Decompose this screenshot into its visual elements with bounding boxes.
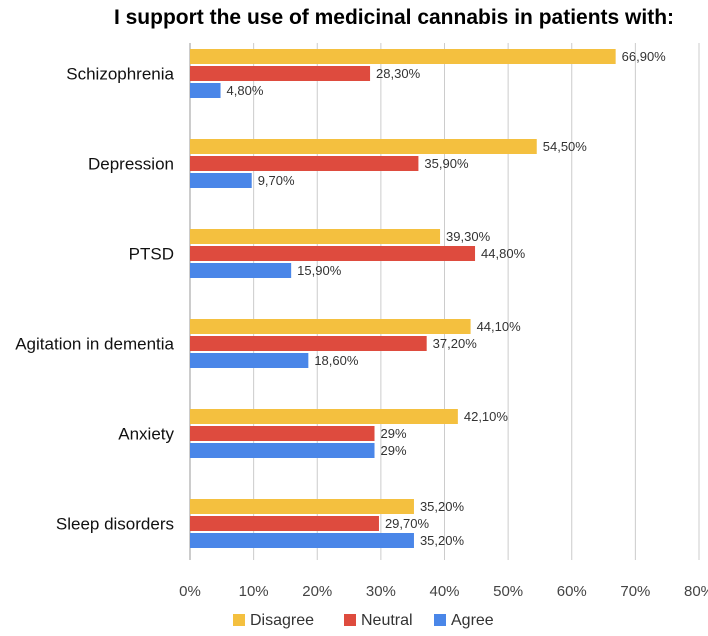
bar-neutral	[190, 516, 379, 531]
category-label: Sleep disorders	[56, 515, 174, 534]
bar-neutral	[190, 66, 371, 81]
bar-agree	[190, 173, 252, 188]
bar-disagree	[190, 319, 471, 334]
data-label: 9,70%	[258, 173, 295, 188]
bar-disagree	[190, 499, 414, 514]
category-label: PTSD	[129, 245, 174, 264]
bar-disagree	[190, 49, 616, 64]
category-label: Depression	[88, 155, 174, 174]
bar-neutral	[190, 156, 419, 171]
category-label: Anxiety	[118, 425, 174, 444]
bar-agree	[190, 83, 221, 98]
x-tick-label: 30%	[366, 583, 396, 600]
x-tick-label: 50%	[493, 583, 523, 600]
data-label: 29%	[381, 426, 407, 441]
legend-label-agree: Agree	[451, 612, 494, 629]
legend-label-neutral: Neutral	[361, 612, 413, 629]
data-label: 54,50%	[543, 139, 588, 154]
bars	[190, 49, 616, 548]
bar-agree	[190, 533, 414, 548]
bar-neutral	[190, 426, 375, 441]
x-tick-label: 60%	[557, 583, 587, 600]
x-axis-ticks: 0% 10% 20% 30% 40% 50% 60% 70% 80%	[179, 583, 708, 600]
data-label: 15,90%	[297, 263, 342, 278]
data-label: 66,90%	[622, 49, 667, 64]
data-label: 37,20%	[433, 336, 478, 351]
data-label: 39,30%	[446, 229, 491, 244]
legend-swatch-neutral	[344, 614, 356, 626]
bar-agree	[190, 443, 375, 458]
bar-neutral	[190, 246, 476, 261]
data-label: 18,60%	[314, 353, 359, 368]
data-label: 35,20%	[420, 533, 465, 548]
x-tick-label: 20%	[302, 583, 332, 600]
x-tick-label: 40%	[429, 583, 459, 600]
data-label: 35,90%	[424, 156, 469, 171]
bar-agree	[190, 353, 309, 368]
bar-disagree	[190, 229, 441, 244]
category-label: Agitation in dementia	[15, 335, 174, 354]
data-label: 42,10%	[464, 409, 509, 424]
bar-disagree	[190, 409, 458, 424]
category-label: Schizophrenia	[66, 65, 174, 84]
chart-title: I support the use of medicinal cannabis …	[114, 6, 674, 29]
bar-agree	[190, 263, 292, 278]
x-tick-label: 80%	[684, 583, 708, 600]
x-tick-label: 10%	[239, 583, 269, 600]
data-label: 44,80%	[481, 246, 526, 261]
data-labels: 66,90% 28,30% 4,80% 54,50% 35,90% 9,70% 39,30%…	[227, 49, 667, 548]
data-label: 28,30%	[376, 66, 421, 81]
data-label: 35,20%	[420, 499, 465, 514]
data-label: 44,10%	[477, 319, 522, 334]
bar-neutral	[190, 336, 427, 351]
legend-label-disagree: Disagree	[250, 612, 314, 629]
data-label: 29,70%	[385, 516, 430, 531]
data-label: 4,80%	[227, 83, 264, 98]
category-labels: Schizophrenia Depression PTSD Agitation in …	[15, 65, 174, 534]
x-tick-label: 0%	[179, 583, 201, 600]
legend-swatch-agree	[434, 614, 446, 626]
bar-disagree	[190, 139, 537, 154]
gridlines	[189, 43, 700, 560]
x-tick-label: 70%	[620, 583, 650, 600]
data-label: 29%	[381, 443, 407, 458]
legend: Disagree Neutral Agree	[233, 612, 494, 629]
legend-swatch-disagree	[233, 614, 245, 626]
